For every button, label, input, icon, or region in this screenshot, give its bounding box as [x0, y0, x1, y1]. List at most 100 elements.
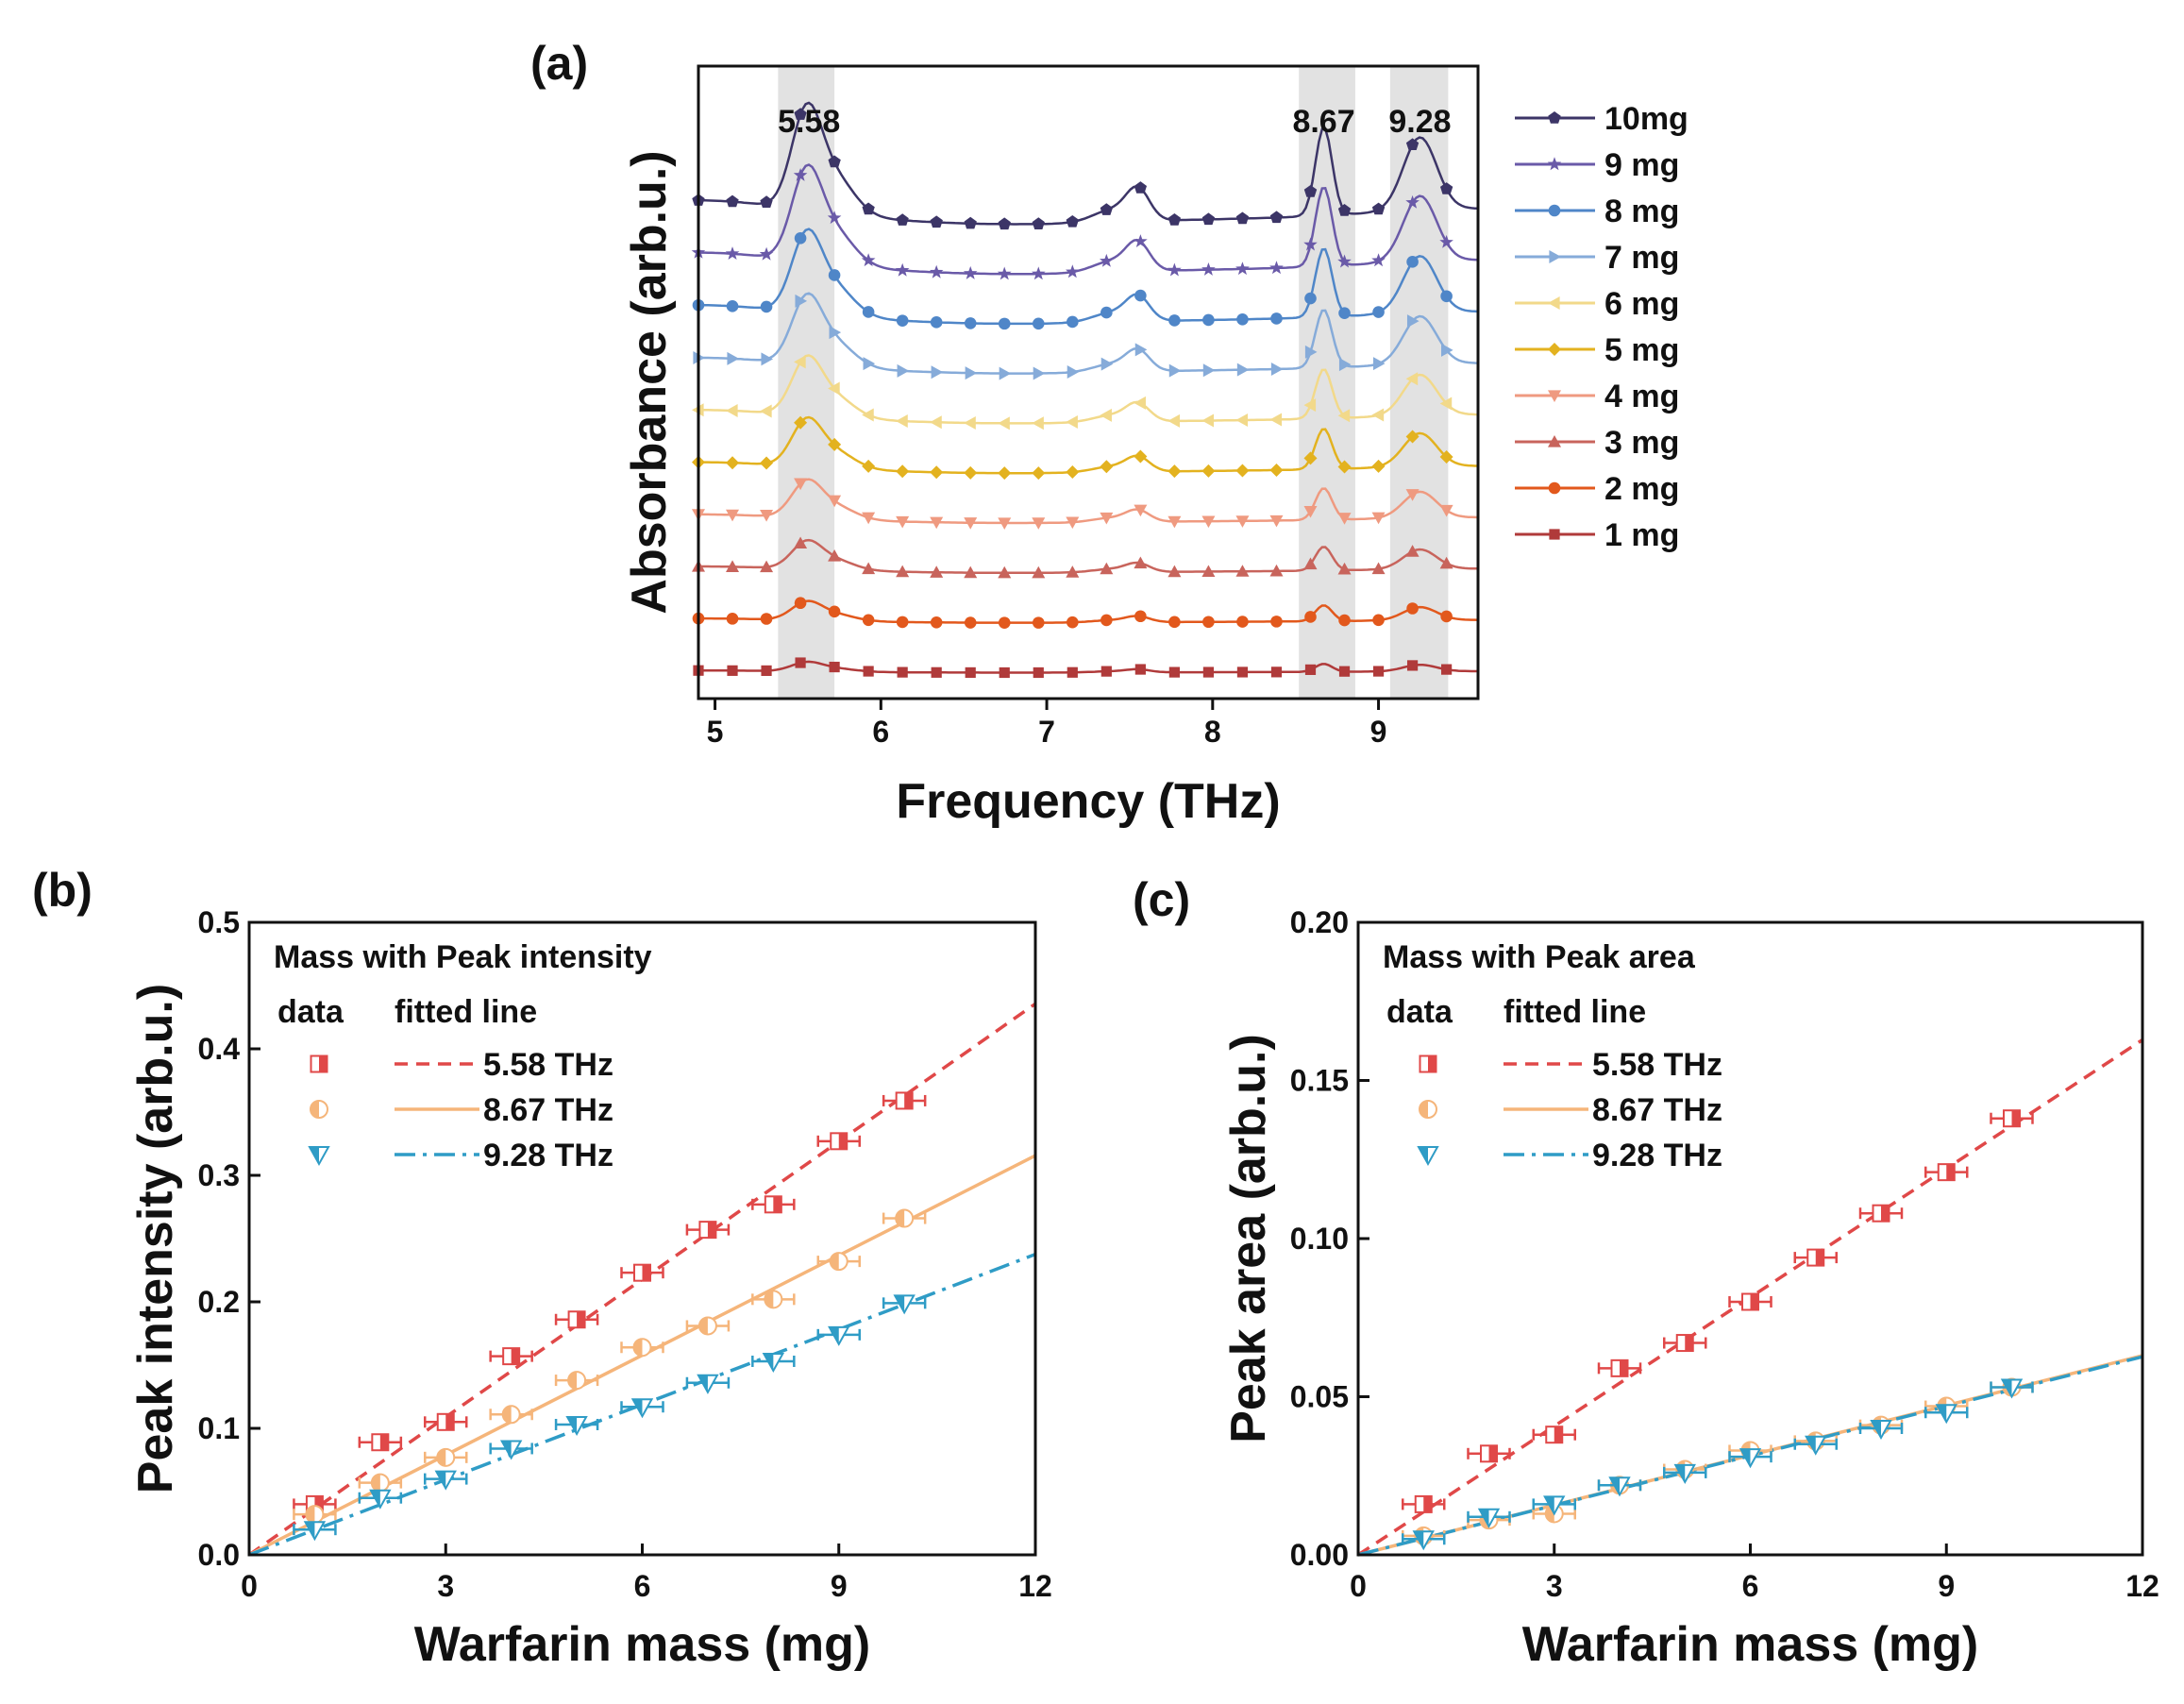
spectrum-marker-shape	[1269, 413, 1283, 427]
spectrum-marker	[896, 314, 909, 327]
y-axis-title: Absorbance (arb.u.)	[622, 150, 677, 614]
legend-item-9mg: 9 mg	[1515, 147, 1679, 183]
spectrum-marker-shape	[930, 415, 942, 430]
panel-c: 0 3 6 9 12 0.00 0.05 0.10 0.15 0.20 Warfarin mass …	[1133, 873, 2159, 1672]
spectrum-marker	[1032, 266, 1046, 280]
spectrum-marker	[1371, 202, 1386, 215]
spectrum-marker	[1032, 616, 1045, 629]
spectrum-marker-shape	[1405, 545, 1420, 557]
spectrum-marker	[1168, 616, 1181, 629]
spectrum-marker	[896, 213, 909, 226]
spectrum-marker-shape	[1202, 313, 1215, 327]
spectrum-marker-shape	[1100, 614, 1113, 627]
data-point	[1806, 1248, 1825, 1267]
data-point-fill	[1479, 1509, 1489, 1527]
spectrum-marker-shape	[760, 456, 774, 470]
spectrum-marker-shape	[1235, 464, 1250, 478]
data-point-fill	[379, 1434, 389, 1451]
spectrum-marker	[1405, 372, 1419, 386]
spectrum-marker-shape	[1304, 611, 1317, 623]
plot-frame-a	[697, 64, 1480, 700]
spectrum-marker	[862, 459, 876, 473]
spectrum-marker	[1134, 234, 1148, 247]
spectrum-marker	[1168, 314, 1181, 327]
data-point	[1543, 1495, 1566, 1516]
spectrum-marker-shape	[895, 262, 910, 277]
spectrum-marker	[862, 562, 876, 575]
legend-label: 5 mg	[1604, 332, 1679, 368]
spectrum-marker	[1168, 464, 1182, 479]
legend-item-3mg: 3 mg	[1515, 425, 1679, 461]
spectrum-marker-shape	[1235, 565, 1250, 577]
spectrum-marker-shape	[896, 314, 909, 327]
spectrum-marker-shape	[998, 416, 1010, 430]
legend-marker	[1548, 204, 1561, 217]
data-point-fill	[1815, 1249, 1824, 1266]
spectrum-marker-shape	[896, 515, 910, 529]
data-point-fill	[830, 1253, 839, 1271]
spectrum-marker	[1033, 666, 1044, 679]
spectrum-marker-shape	[896, 414, 908, 429]
data-point	[1937, 1163, 1956, 1182]
spectrum-marker	[1032, 466, 1046, 481]
spectrum-marker-shape	[1303, 185, 1318, 197]
spectrum-marker-shape	[1441, 343, 1453, 357]
spectrum-marker-shape	[1235, 413, 1249, 428]
x-tick-label: 12	[1018, 1569, 1052, 1603]
spectrum-marker-shape	[1168, 565, 1182, 578]
spectrum-marker-shape	[760, 195, 773, 208]
spectrum-marker	[828, 548, 842, 562]
spectrum-marker-shape	[1303, 398, 1317, 413]
spectrum-marker	[1066, 565, 1080, 578]
data-point-fill	[1414, 1531, 1424, 1549]
spectrum-marker-shape	[930, 316, 943, 329]
data-point-fill	[314, 1495, 323, 1512]
spectrum-marker	[1066, 215, 1079, 228]
spectrum-marker	[727, 351, 740, 365]
data-point-fill	[445, 1413, 454, 1430]
peak-label: 8.67	[1292, 104, 1354, 140]
spectrum-marker	[1201, 413, 1215, 428]
legend-label: 4 mg	[1604, 379, 1679, 414]
spectrum-marker-shape	[897, 363, 910, 378]
spectrum-marker-shape	[1371, 408, 1385, 422]
legend-marker-shape	[1548, 481, 1561, 495]
legend-label: 1 mg	[1604, 517, 1679, 553]
spectrum-marker	[1100, 614, 1113, 627]
spectrum-marker-shape	[965, 366, 978, 380]
spectrum-marker-shape	[1168, 666, 1180, 678]
spectrum-marker	[1303, 398, 1317, 413]
series-5.58THz	[1402, 1109, 2034, 1513]
spectrum-marker	[964, 616, 977, 629]
spectrum-marker	[930, 616, 943, 629]
spectrum-marker	[1269, 413, 1283, 427]
spectrum-marker-shape	[1032, 616, 1045, 629]
spectrum-marker	[1168, 515, 1182, 529]
spectrum-marker	[896, 616, 909, 629]
spectrum-marker-shape	[999, 666, 1010, 679]
data-point	[2000, 1378, 2024, 1399]
spectrum-marker-shape	[726, 560, 740, 572]
spectrum-marker	[1269, 211, 1284, 224]
peak-band-8.67	[1299, 66, 1355, 699]
spectrum-marker-shape	[726, 613, 739, 625]
panel-label-b: (b)	[32, 864, 92, 917]
legend-label: 7 mg	[1604, 240, 1679, 276]
data-point-fill	[1620, 1359, 1628, 1376]
spectrum-marker	[1201, 565, 1216, 578]
spectrum-marker-shape	[1100, 203, 1113, 215]
data-point	[1741, 1292, 1759, 1311]
legend-marker	[1419, 1054, 1437, 1073]
spectrum-marker	[1134, 504, 1148, 517]
legend-marker	[1548, 111, 1561, 124]
spectrum-marker	[1405, 430, 1420, 444]
spectrum-marker	[1168, 565, 1182, 578]
spectrum-marker-shape	[1371, 512, 1386, 525]
spectrum-marker-shape	[1134, 556, 1148, 569]
spectrum-marker-shape	[1066, 465, 1080, 480]
data-point-fill	[305, 1522, 315, 1540]
legend-item-6mg: 6 mg	[1515, 286, 1679, 322]
spectrum-marker-shape	[1303, 237, 1318, 251]
spectrum-marker	[1405, 194, 1420, 209]
data-point	[369, 1489, 392, 1510]
